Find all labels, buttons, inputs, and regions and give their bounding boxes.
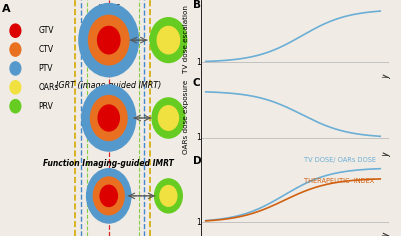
Text: IMRT: IMRT — [98, 4, 120, 13]
Text: IGRT (image-guided IMRT): IGRT (image-guided IMRT) — [56, 81, 161, 90]
Circle shape — [10, 24, 21, 37]
Text: C: C — [193, 78, 200, 88]
Text: TV dose escalation: TV dose escalation — [183, 5, 189, 73]
Circle shape — [157, 26, 180, 54]
Circle shape — [152, 98, 185, 138]
Circle shape — [91, 96, 127, 140]
Circle shape — [89, 15, 129, 65]
Text: OARs dose exposure: OARs dose exposure — [183, 80, 189, 154]
Circle shape — [150, 18, 187, 63]
Circle shape — [160, 185, 177, 206]
Circle shape — [82, 85, 136, 151]
Text: Function Imaging-guided IMRT: Function Imaging-guided IMRT — [43, 159, 174, 168]
Text: PTV: PTV — [38, 64, 53, 73]
Text: DISTANCE: DISTANCE — [356, 160, 389, 166]
Text: A: A — [2, 4, 10, 13]
Circle shape — [10, 43, 21, 56]
Circle shape — [158, 106, 178, 130]
Text: D: D — [193, 156, 202, 166]
Circle shape — [87, 169, 131, 223]
Text: PRV: PRV — [38, 102, 53, 111]
Circle shape — [10, 81, 21, 94]
Text: THERAPEUTIC  INDEX: THERAPEUTIC INDEX — [304, 178, 375, 184]
Text: B: B — [193, 0, 201, 10]
Circle shape — [10, 62, 21, 75]
Text: TV DOSE/ OARs DOSE: TV DOSE/ OARs DOSE — [304, 157, 376, 163]
Text: OARs: OARs — [38, 83, 59, 92]
Text: 1: 1 — [196, 58, 200, 67]
Circle shape — [93, 177, 124, 215]
Circle shape — [79, 4, 139, 77]
Text: 1: 1 — [196, 133, 200, 142]
Circle shape — [100, 185, 117, 206]
Text: 1: 1 — [196, 218, 200, 227]
Circle shape — [97, 26, 120, 54]
Text: DISTANCE: DISTANCE — [356, 82, 389, 88]
Circle shape — [10, 100, 21, 113]
Circle shape — [98, 105, 119, 131]
Circle shape — [154, 179, 182, 213]
Text: CTV: CTV — [38, 45, 54, 54]
Text: GTV: GTV — [38, 26, 54, 35]
